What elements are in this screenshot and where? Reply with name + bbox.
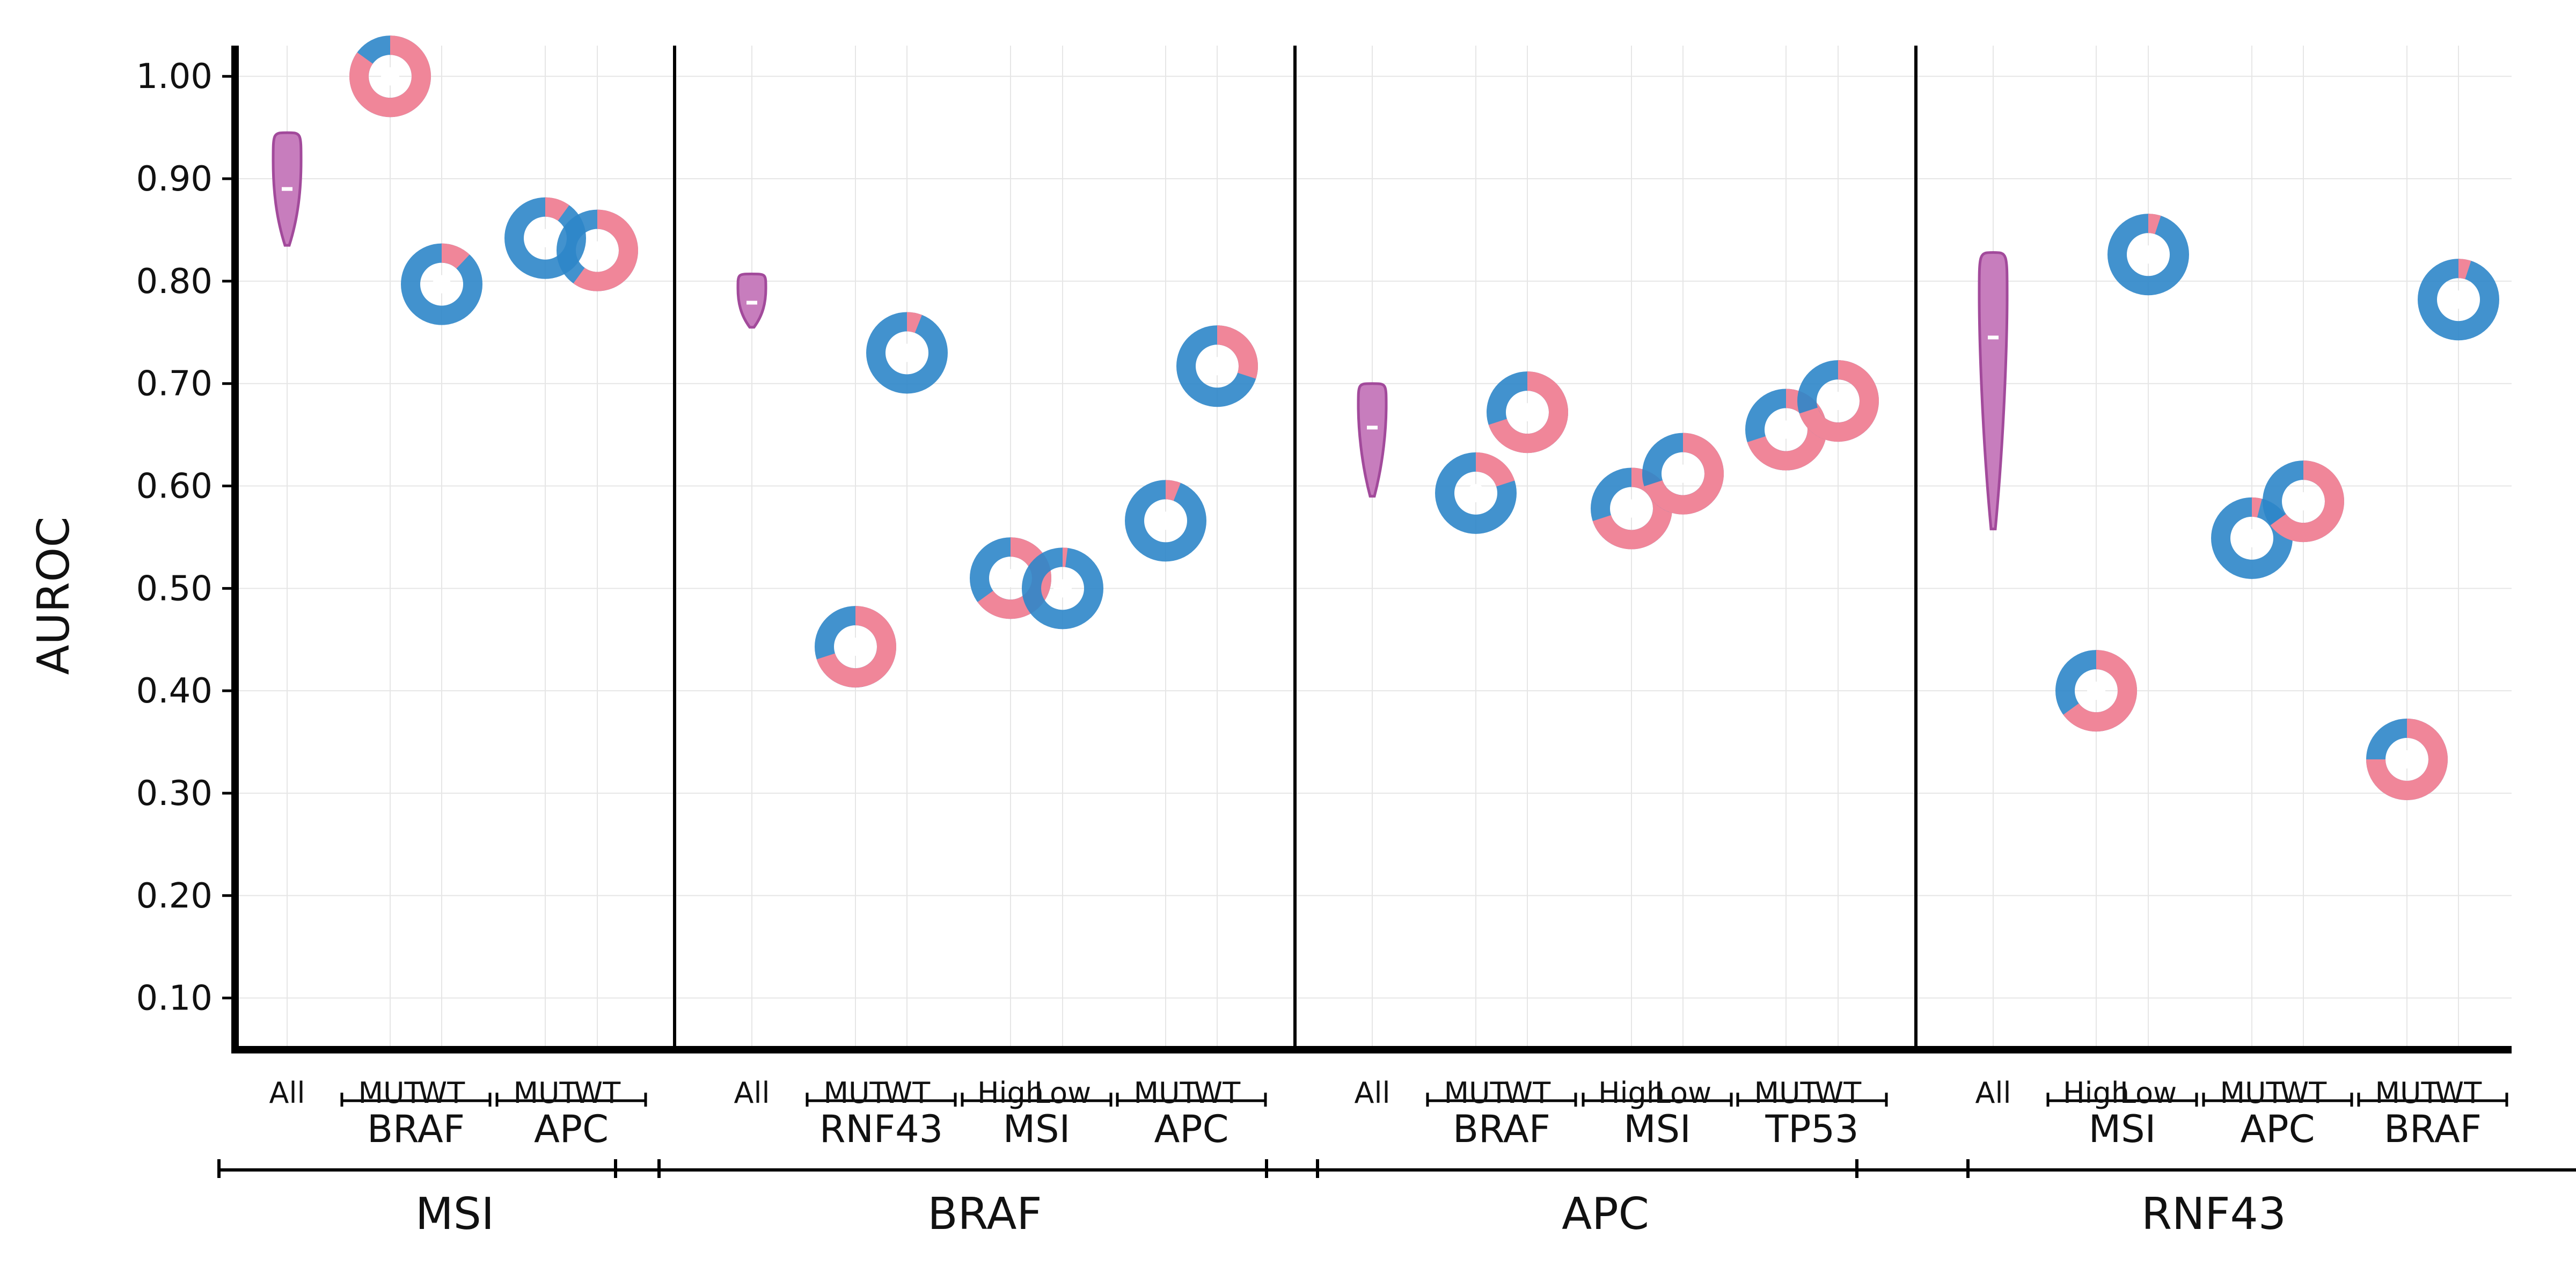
point-center [1518,403,1536,422]
x-tick-label: MUT [1133,1076,1198,1110]
y-tick-label: 0.10 [136,979,213,1019]
point-center [1467,484,1485,502]
group-label: MSI [1003,1107,1070,1151]
violin-all [1357,382,1388,498]
y-axis-label: AUROC [28,517,79,675]
group-label: BRAF [2384,1107,2482,1151]
point-center [898,343,916,362]
point-center [846,638,865,656]
point-center [1674,464,1692,483]
x-tick-label: MUT [823,1076,888,1110]
x-tick-label-all: All [1355,1076,1391,1110]
y-tick-label: 0.50 [136,569,213,609]
x-tick-label: MUT [2375,1076,2439,1110]
x-tick-label: MUT [1754,1076,1818,1110]
group-label: BRAF [1453,1107,1550,1151]
y-tick-label: 0.20 [136,876,213,916]
point-center [1157,511,1175,530]
x-tick-label: MUT [1444,1076,1508,1110]
ring-mut [2251,497,2262,518]
ring-mut [2270,460,2344,543]
x-tick-label: WT [1504,1076,1551,1110]
y-tick-label: 1.00 [136,57,213,97]
panel-label: MSI [415,1189,494,1240]
ring-mut [349,35,431,118]
x-tick-label: WT [884,1076,931,1110]
group-label: BRAF [367,1107,465,1151]
panel-label: BRAF [927,1189,1042,1240]
ring-mut [573,209,638,291]
group-label: MSI [1623,1107,1690,1151]
group-label: RNF43 [819,1107,943,1151]
point-center [1053,579,1072,598]
x-tick-label: WT [2435,1076,2482,1110]
point-center [1829,392,1847,411]
ring-mut [2063,650,2137,732]
point-center [2294,492,2312,511]
x-tick-label-all: All [1975,1076,2011,1110]
point-center [1622,499,1641,518]
ring-mut [906,312,922,333]
point-center [1777,420,1795,439]
y-tick-label: 0.70 [136,364,213,404]
group-label: TP53 [1765,1107,1858,1151]
x-tick-label-all: All [734,1076,770,1110]
point-center [2139,245,2157,264]
panel-label: RNF43 [2141,1189,2286,1240]
ring-mut [1644,433,1724,515]
ring-mut [1217,325,1258,379]
group-label: MSI [2089,1107,2156,1151]
ring-mut [1799,360,1879,442]
ring-mut [1165,480,1181,501]
x-tick-label: WT [2280,1076,2327,1110]
point-center [1001,569,1020,588]
ring-mut [2366,718,2448,800]
x-tick-label: WT [1194,1076,1241,1110]
y-tick-label: 0.60 [136,467,213,507]
x-tick-label: High [1598,1076,1665,1110]
x-tick-label: WT [574,1076,621,1110]
y-tick-label: 0.90 [136,159,213,199]
point-center [1208,357,1226,376]
x-tick-label: Low [1034,1076,1091,1110]
point-center [588,241,606,260]
x-tick-label: High [977,1076,1044,1110]
ring-mut [816,606,896,688]
x-tick-label: WT [1815,1076,1862,1110]
ring-mut [1488,371,1568,453]
group-label: APC [534,1107,609,1151]
x-tick-label: High [2063,1076,2129,1110]
ring-mut [2458,259,2471,280]
point-center [2087,682,2105,700]
group-label: APC [2241,1107,2315,1151]
ring-mut [1475,452,1515,487]
x-tick-label: MUT [2220,1076,2284,1110]
ring-mut [441,243,470,269]
x-tick-label: MUT [358,1076,422,1110]
point-center [2398,750,2416,769]
y-tick-label: 0.80 [136,262,213,302]
point-center [2449,290,2468,309]
ring-mut [545,197,569,221]
x-tick-label: Low [1655,1076,1711,1110]
point-center [2243,529,2261,547]
x-tick-label: Low [2120,1076,2177,1110]
violin-all [736,273,767,329]
y-tick-label: 0.30 [136,774,213,814]
ring-mut [2148,214,2161,235]
y-tick-label: 0.40 [136,671,213,711]
group-label: APC [1154,1107,1229,1151]
point-center [381,67,399,86]
x-tick-label-all: All [269,1076,305,1110]
point-center [433,275,451,294]
x-tick-label: WT [419,1076,465,1110]
panel-label: APC [1562,1189,1649,1240]
violin-all [1978,251,2009,531]
x-tick-label: MUT [513,1076,577,1110]
point-center [536,229,554,247]
